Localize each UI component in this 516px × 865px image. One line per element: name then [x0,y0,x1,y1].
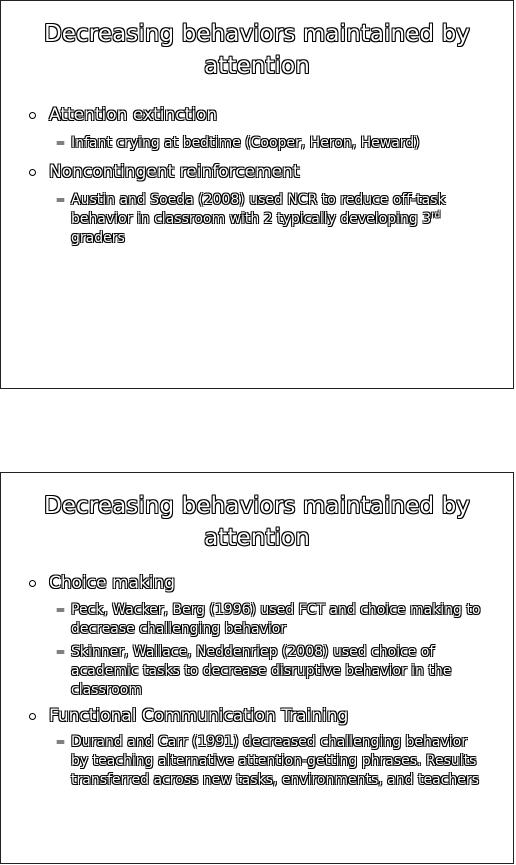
dash-icon: – [57,192,64,208]
slide-2: Decreasing behaviors maintained by atten… [0,472,514,864]
bullet-dot-icon [29,169,36,176]
sub-bullet-text: Skinner, Wallace, Neddenriep (2008) used… [71,644,452,698]
dash-icon: – [57,644,64,660]
dash-icon: – [57,135,64,151]
bullet-item: Noncontingent reinforcement [1,161,513,184]
bullet-text: Choice making [49,573,176,593]
bullet-dot-icon [29,713,36,720]
sub-bullet-text: Durand and Carr (1991) decreased challen… [71,734,479,788]
sub-bullet-text: Peck, Wacker, Berg (1996) used FCT and c… [71,602,481,637]
bullet-text: Noncontingent reinforcement [49,162,300,182]
sub-bullet-item: – Peck, Wacker, Berg (1996) used FCT and… [1,601,513,639]
bullet-list: Choice making – Peck, Wacker, Berg (1996… [1,572,513,790]
slide-1: Decreasing behaviors maintained by atten… [0,0,514,389]
bullet-text: Attention extinction [49,105,218,125]
sub-bullet-text: Austin and Soeda (2008) used NCR to redu… [71,192,446,246]
sub-bullet-item: – Skinner, Wallace, Neddenriep (2008) us… [1,643,513,700]
bullet-dot-icon [29,580,36,587]
ordinal-suffix: rd [431,210,441,221]
bullet-item: Attention extinction [1,104,513,127]
sub-bullet-item: – Durand and Carr (1991) decreased chall… [1,733,513,790]
dash-icon: – [57,602,64,618]
sub-bullet-text: Infant crying at bedtime (Cooper, Heron,… [71,135,420,151]
sub-bullet-item: – Infant crying at bedtime (Cooper, Hero… [1,134,513,153]
bullet-text: Functional Communication Training [49,706,349,726]
bullet-list: Attention extinction – Infant crying at … [1,104,513,248]
bullet-item: Functional Communication Training [1,705,513,728]
bullet-item: Choice making [1,572,513,595]
dash-icon: – [57,734,64,750]
slide-title: Decreasing behaviors maintained by atten… [43,493,471,551]
sub-bullet-item: – Austin and Soeda (2008) used NCR to re… [1,191,513,248]
slide-title: Decreasing behaviors maintained by atten… [43,21,471,79]
bullet-dot-icon [29,112,36,119]
